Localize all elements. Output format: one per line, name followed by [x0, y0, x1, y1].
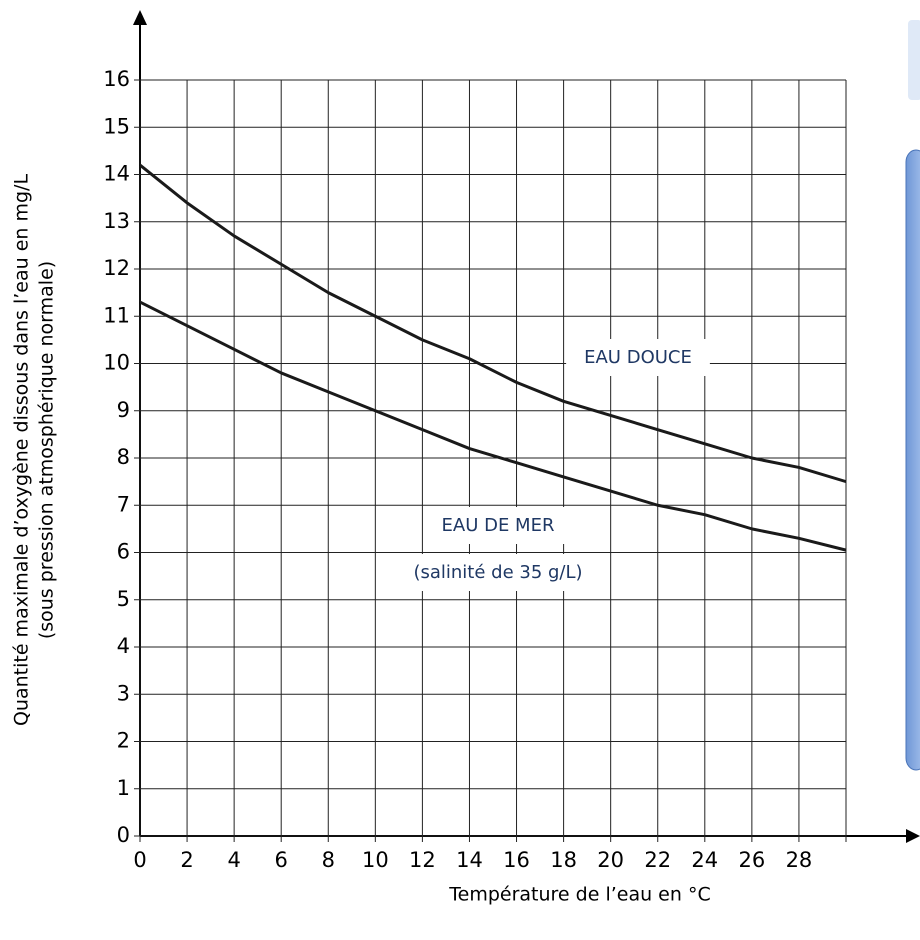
label-background [566, 339, 710, 376]
x-tick-label: 8 [322, 848, 335, 872]
y-tick-label: 2 [117, 729, 130, 753]
bottle-cap [908, 20, 920, 100]
label-background [423, 507, 573, 544]
x-tick-label: 12 [409, 848, 436, 872]
y-tick-label: 11 [103, 303, 130, 327]
y-tick-label: 15 [103, 114, 130, 138]
x-tick-label: 14 [456, 848, 483, 872]
x-tick-label: 22 [644, 848, 671, 872]
y-axis-label: (sous pression atmosphérique normale) [36, 261, 58, 639]
y-tick-label: 5 [117, 587, 130, 611]
y-tick-label: 8 [117, 445, 130, 469]
y-arrow [133, 10, 147, 25]
y-tick-label: 4 [117, 634, 130, 658]
x-tick-label: 4 [227, 848, 240, 872]
x-tick-label: 10 [362, 848, 389, 872]
y-tick-label: 7 [117, 492, 130, 516]
x-tick-label: 20 [597, 848, 624, 872]
x-tick-label: 28 [786, 848, 813, 872]
x-arrow [906, 829, 920, 843]
bottle-image [905, 149, 920, 771]
y-tick-label: 1 [117, 776, 130, 800]
y-tick-label: 3 [117, 681, 130, 705]
x-axis-label: Température de l’eau en °C [448, 884, 710, 906]
x-tick-label: 16 [503, 848, 530, 872]
x-tick-label: 18 [550, 848, 577, 872]
y-tick-label: 0 [117, 823, 130, 847]
y-tick-label: 16 [103, 67, 130, 91]
x-tick-label: 24 [691, 848, 718, 872]
y-tick-label: 10 [103, 351, 130, 375]
x-tick-label: 6 [275, 848, 288, 872]
series-label: (salinité de 35 g/L) [413, 562, 582, 583]
y-tick-label: 9 [117, 398, 130, 422]
series-label: EAU DOUCE [584, 347, 692, 368]
y-axis-label: Quantité maximale d’oxygène dissous dans… [11, 174, 33, 726]
line-series [139, 300, 847, 552]
y-tick-label: 14 [103, 162, 130, 186]
line-series [139, 163, 847, 484]
y-tick-label: 12 [103, 256, 130, 280]
x-tick-label: 0 [133, 848, 146, 872]
x-tick-label: 2 [180, 848, 193, 872]
label-background [395, 554, 601, 591]
x-tick-label: 26 [738, 848, 765, 872]
series-label: EAU DE MER [442, 515, 555, 536]
y-tick-label: 6 [117, 540, 130, 564]
y-tick-label: 13 [103, 209, 130, 233]
